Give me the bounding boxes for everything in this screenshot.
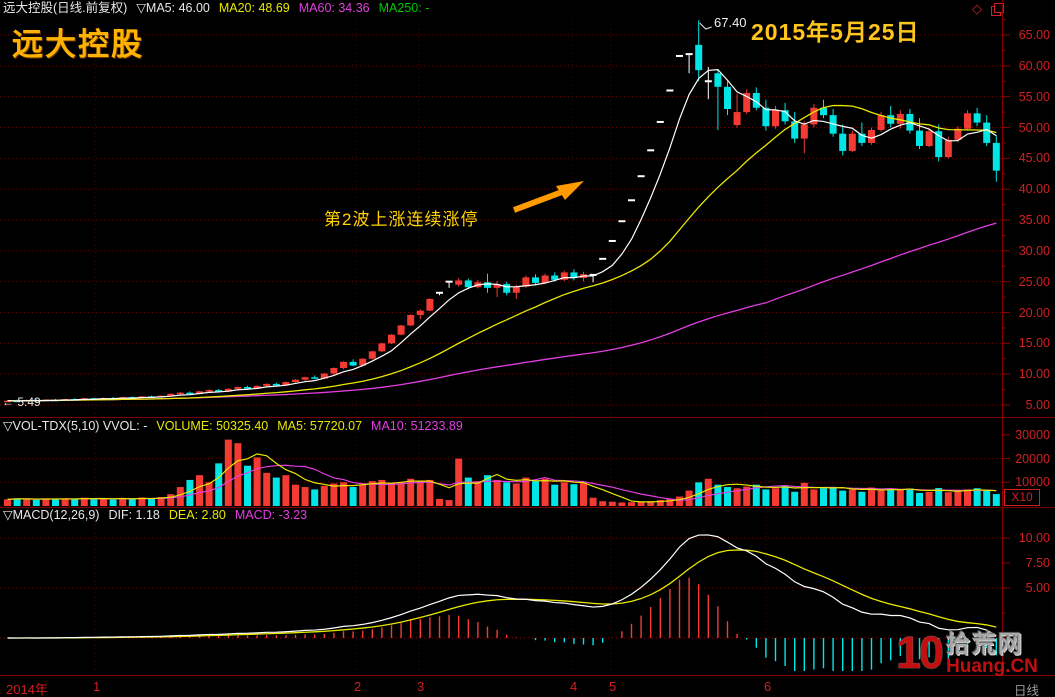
price-axis-label: 10.00	[1018, 367, 1050, 382]
candlestick-series	[4, 20, 1000, 403]
price-axis-label: 30.00	[1018, 243, 1050, 258]
price-axis-label: 45.00	[1018, 151, 1050, 166]
wave-annotation-arrow	[512, 181, 584, 213]
vol-value: VOLUME: 50325.40	[156, 419, 269, 433]
macd-axis-label: 10.00	[1018, 531, 1050, 545]
peak-date-label: 2015年5月25日	[751, 19, 920, 45]
time-axis-label: 2	[354, 679, 362, 694]
separator-price-volume	[0, 417, 1055, 418]
period-label: 日线	[1014, 684, 1040, 697]
price-axis-label: 5.00	[1025, 398, 1050, 412]
macd-gridlines	[0, 537, 1002, 639]
volume-axis-label: 10000	[1015, 475, 1050, 490]
macd-value: MACD: -3.23	[234, 508, 308, 522]
volume-pane-header: ▽VOL-TDX(5,10) VVOL: - VOLUME: 50325.40 …	[3, 419, 463, 434]
watermark-logo: 10	[896, 627, 944, 678]
time-axis-label: 1	[93, 679, 101, 694]
volume-bars	[4, 439, 1000, 506]
price-pane-header: 远大控股(日线.前复权) ▽MA5: 46.00 MA20: 48.69 MA6…	[3, 1, 429, 16]
price-axis-label: 65.00	[1018, 28, 1050, 42]
macd-pane-header: ▽MACD(12,26,9) DIF: 1.18 DEA: 2.80 MACD:…	[3, 508, 307, 523]
site-watermark: 10 拾荒网 Huang.CN	[896, 627, 1038, 678]
price-axis-label: 50.00	[1018, 120, 1050, 135]
ma20-value: MA20: 48.69	[218, 1, 290, 15]
dea-value: DEA: 2.80	[168, 508, 226, 522]
price-axis-label: 55.00	[1018, 89, 1050, 104]
volume-ma-lines	[7, 453, 997, 503]
macd-indicator-name[interactable]: ▽MACD(12,26,9)	[3, 508, 100, 522]
price-ma-lines	[7, 69, 997, 402]
price-axis-label: 20.00	[1018, 305, 1050, 320]
lowest-price-marker: ← 5.49	[2, 395, 41, 409]
separator-volume-macd	[0, 507, 1055, 508]
wave-annotation: 第2波上涨连续涨停	[324, 210, 479, 229]
price-axis-label: 60.00	[1018, 58, 1050, 73]
watermark-domain: Huang.CN	[946, 656, 1038, 678]
time-axis-label: 3	[417, 679, 425, 694]
right-axis-line	[1002, 0, 1003, 675]
macd-lines	[7, 534, 997, 639]
volume-gridlines	[0, 458, 1002, 483]
time-axis-label: 4	[570, 679, 578, 694]
stock-title: 远大控股(日线.前复权)	[3, 1, 128, 15]
dif-value: DIF: 1.18	[108, 508, 160, 522]
diamond-icon[interactable]: ◇	[972, 1, 982, 16]
time-axis-label: 5	[609, 679, 617, 694]
ma5-value[interactable]: ▽MA5: 46.00	[136, 1, 210, 15]
time-axis-label: 6	[764, 679, 772, 694]
price-axis-label: 15.00	[1018, 336, 1050, 351]
price-gridlines	[0, 34, 1002, 406]
time-axis-label: 2014年	[6, 682, 48, 697]
volume-axis-label: 20000	[1015, 451, 1050, 466]
vol-indicator-name[interactable]: ▽VOL-TDX(5,10) VVOL: -	[3, 419, 148, 433]
volume-axis-label: 30000	[1015, 427, 1050, 442]
peak-price-label: 67.40	[714, 15, 747, 30]
macd-histogram	[16, 577, 997, 671]
ma250-value: MA250: -	[378, 1, 430, 15]
ma60-value: MA60: 34.36	[298, 1, 370, 15]
volume-multiplier-badge: X10	[1004, 489, 1040, 506]
macd-axis-label: 5.00	[1025, 581, 1050, 595]
peak-pointer	[699, 22, 712, 30]
restore-window-icon[interactable]	[991, 3, 1004, 16]
price-axis-label: 25.00	[1018, 274, 1050, 289]
time-axis-bar[interactable]: 日线	[0, 675, 1055, 697]
price-axis-label: 40.00	[1018, 182, 1050, 197]
macd-axis-label: 7.50	[1025, 556, 1050, 570]
vol-ma10-value: MA10: 51233.89	[371, 419, 463, 433]
stock-name-watermark: 远大控股	[12, 27, 144, 62]
vol-ma5-value: MA5: 57720.07	[277, 419, 363, 433]
watermark-site-name: 拾荒网	[946, 631, 1025, 658]
price-axis-label: 35.00	[1018, 213, 1050, 227]
month-gridlines	[94, 20, 767, 672]
